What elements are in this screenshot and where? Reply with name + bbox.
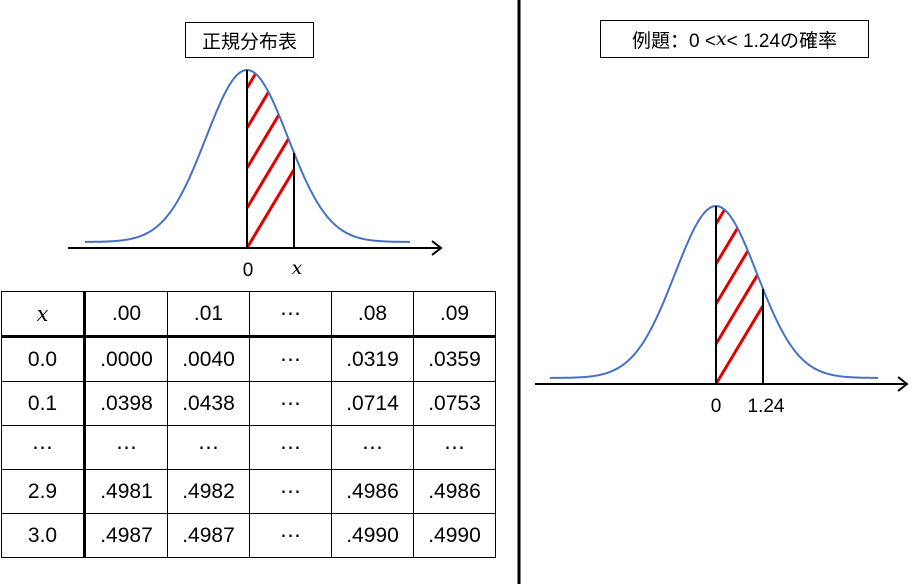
table-header-row: x .00 .01 ⋯ .08 .09 — [1, 291, 496, 338]
hatch-line — [716, 243, 763, 345]
table-cell: .0398 — [84, 381, 168, 426]
table-cell: .0359 — [413, 336, 496, 382]
right-title-prefix: 例題：0 < — [631, 30, 716, 52]
table-row: 3.0.4987.4987 ⋯ .4990.4990 — [1, 513, 496, 558]
table-cell: .4982 — [167, 469, 250, 514]
right-value-label: 1.24 — [748, 396, 785, 417]
hatch-line — [716, 206, 763, 305]
table-cell: ⋯ — [249, 381, 332, 426]
normal-distribution-table: x .00 .01 ⋯ .08 .09 0.0.0000.0040 ⋯ .0319.… — [1, 291, 496, 558]
header-cell: x — [1, 291, 86, 338]
table-row: ⋯ ⋯ ⋯ ⋯ ⋯ ⋯ — [1, 425, 496, 470]
table-cell: .4987 — [167, 513, 250, 558]
right-axis-arrow-icon — [897, 376, 909, 392]
left-x-label: x — [292, 257, 303, 279]
table-cell: .0753 — [413, 381, 496, 426]
header-cell: ⋯ — [249, 291, 332, 338]
table-cell: ⋯ — [167, 425, 250, 470]
left-axis-arrow-icon — [431, 240, 443, 256]
left-title: 正規分布表 — [185, 22, 314, 58]
table-cell: 0.0 — [1, 336, 86, 382]
header-cell: .01 — [167, 291, 250, 338]
hatch-line — [716, 84, 776, 184]
header-cell: .08 — [331, 291, 414, 338]
right-hatch — [716, 84, 776, 384]
hatch-line — [247, 70, 294, 169]
table-cell: .4990 — [331, 513, 414, 558]
table-row: 0.1.0398.0438 ⋯ .0714.0753 — [1, 381, 496, 426]
table-cell: .4981 — [84, 469, 168, 514]
table-cell: .0319 — [331, 336, 414, 382]
table-cell: 2.9 — [1, 469, 86, 514]
header-cell: .09 — [413, 291, 496, 338]
table-cell: .4990 — [413, 513, 496, 558]
hatch-line — [716, 283, 763, 384]
table-cell: 0.1 — [1, 381, 86, 426]
right-title-suffix: < 1.24の確率 — [726, 30, 838, 52]
table-cell: .0000 — [84, 336, 168, 382]
table-cell: ⋯ — [413, 425, 496, 470]
header-cell: .00 — [84, 291, 168, 338]
right-zero-label: 0 — [711, 396, 722, 417]
table-cell: .0714 — [331, 381, 414, 426]
left-zero-label: 0 — [243, 260, 254, 281]
table-row: 0.0.0000.0040 ⋯ .0319.0359 — [1, 336, 496, 382]
table-cell: ⋯ — [249, 336, 332, 382]
right-title: 例題：0 < x < 1.24の確率 — [600, 20, 869, 58]
table-row: 2.9.4981.4982 ⋯ .4986.4986 — [1, 469, 496, 514]
table-cell: .4986 — [331, 469, 414, 514]
table-cell: .0040 — [167, 336, 250, 382]
table-cell: ⋯ — [249, 469, 332, 514]
table-cell: ⋯ — [331, 425, 414, 470]
hatch-line — [247, 147, 294, 248]
table-cell: .4987 — [84, 513, 168, 558]
table-cell: ⋯ — [84, 425, 168, 470]
table-cell: ⋯ — [249, 425, 332, 470]
table-cell: ⋯ — [1, 425, 86, 470]
table-cell: .0438 — [167, 381, 250, 426]
table-cell: 3.0 — [1, 513, 86, 558]
table-cell: ⋯ — [249, 513, 332, 558]
hatch-line — [247, 107, 294, 209]
table-cell: .4986 — [413, 469, 496, 514]
right-title-var: x — [715, 28, 727, 50]
right-normal-curve — [549, 204, 878, 379]
